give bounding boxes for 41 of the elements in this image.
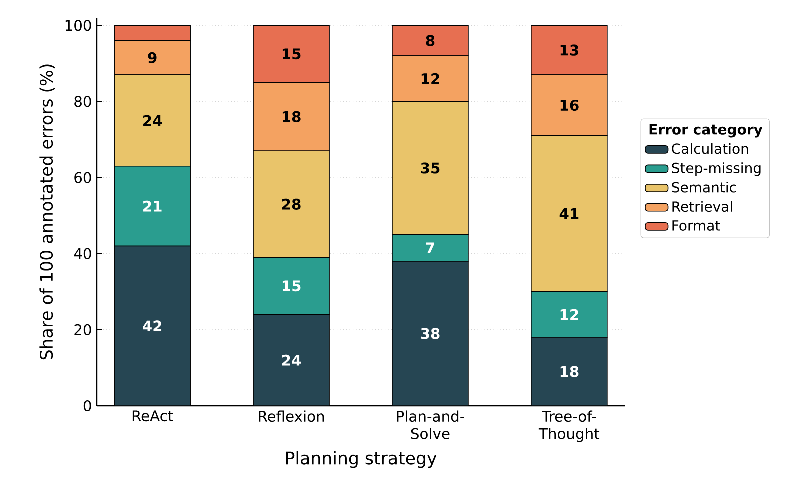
x-axis-title: Planning strategy <box>286 451 437 468</box>
x-tick-label: Plan-and-Solve <box>397 410 464 440</box>
data-label: 38 <box>421 328 440 340</box>
x-tick-label: ReAct <box>132 410 174 422</box>
bar <box>392 261 469 406</box>
data-label: 42 <box>143 320 162 332</box>
data-label: 41 <box>560 208 579 220</box>
data-label: 18 <box>560 366 579 378</box>
data-label: 24 <box>144 115 162 126</box>
data-label: 18 <box>282 111 301 122</box>
y-tick-label: 0 <box>84 400 92 412</box>
data-label: 12 <box>560 309 578 320</box>
data-label: 24 <box>282 354 302 366</box>
y-tick-label: 80 <box>74 96 92 108</box>
y-axis-title: Share of 100 annotated errors (%) <box>40 64 56 360</box>
x-tick-label: Tree-of-Thought <box>538 410 600 442</box>
y-tick-label: 40 <box>74 248 92 260</box>
data-label: 16 <box>560 100 579 112</box>
legend-label: Step-missing <box>672 162 761 176</box>
data-label: 9 <box>148 52 157 64</box>
bar <box>114 246 191 406</box>
y-tick-label: 20 <box>74 324 92 336</box>
data-label: 13 <box>560 44 578 56</box>
bar <box>253 314 330 406</box>
data-label: 35 <box>421 162 440 174</box>
data-label: 12 <box>422 73 440 84</box>
data-label: 7 <box>426 242 434 254</box>
data-label: 28 <box>282 198 301 210</box>
y-tick-label: 60 <box>74 172 92 184</box>
bar <box>531 337 608 406</box>
legend-label: Retrieval <box>672 201 732 212</box>
legend-label: Format <box>672 220 720 231</box>
legend-title: Error category <box>650 124 763 138</box>
legend-label: Calculation <box>672 143 748 154</box>
data-label: 15 <box>282 48 301 60</box>
data-label: 15 <box>282 280 301 292</box>
x-tick-label: Reflexion <box>259 410 324 422</box>
data-label: 8 <box>426 35 435 46</box>
data-label: 21 <box>144 200 162 212</box>
legend-label: Semantic <box>672 182 736 193</box>
y-tick-label: 100 <box>66 20 92 32</box>
